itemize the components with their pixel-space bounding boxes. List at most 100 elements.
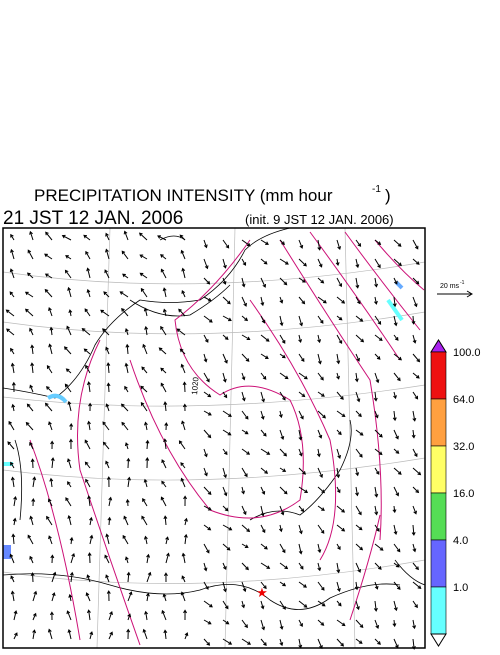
wind-arrow <box>279 543 286 554</box>
wind-arrow <box>45 231 53 241</box>
wind-arrow <box>180 249 186 260</box>
wind-arrow <box>86 609 91 621</box>
wind-arrow <box>374 524 380 532</box>
wind-arrow <box>203 581 209 590</box>
wind-arrow <box>140 287 148 298</box>
wind-arrow <box>48 307 53 317</box>
wind-arrow <box>102 421 110 431</box>
wind-arrow <box>260 410 265 420</box>
wind-arrow <box>222 239 230 249</box>
wind-arrow <box>260 315 266 324</box>
wind-arrow <box>105 403 110 412</box>
wind-arrow <box>336 600 342 607</box>
wind-arrow <box>374 562 382 570</box>
wind-arrow <box>411 524 416 536</box>
wind-arrow <box>260 581 267 590</box>
wind-arrow <box>24 308 34 317</box>
wind-arrow <box>176 328 186 336</box>
wind-arrow <box>83 348 91 355</box>
wind-arrow <box>120 403 129 412</box>
wind-arrow <box>69 571 74 583</box>
wind-arrow <box>298 486 309 493</box>
wind-arrow <box>107 516 112 526</box>
wind-arrow <box>86 267 91 279</box>
wind-arrow <box>260 296 265 307</box>
wind-arrow <box>161 459 167 469</box>
wind-arrow <box>182 403 187 412</box>
colorbar-label: 4.0 <box>453 535 468 547</box>
wind-arrow <box>144 421 148 431</box>
wind-arrow <box>241 467 248 478</box>
precip-patch <box>46 393 68 404</box>
wind-arrow <box>163 438 168 450</box>
wind-arrow <box>298 581 307 588</box>
wind-arrow <box>183 495 188 507</box>
wind-arrow <box>260 258 268 265</box>
wind-arrow <box>124 362 129 374</box>
wind-arrow <box>164 422 169 431</box>
wind-arrow <box>123 515 129 526</box>
wind-arrow <box>298 334 303 344</box>
wind-arrow <box>279 296 284 304</box>
wind-arrow <box>317 334 322 344</box>
wind-arrow <box>393 315 398 327</box>
vector-legend-exponent: -1 <box>460 280 465 286</box>
wind-arrow <box>374 543 384 551</box>
wind-arrow <box>393 562 400 568</box>
wind-arrow <box>317 258 323 268</box>
wind-arrow <box>260 239 269 245</box>
wind-arrow <box>203 505 212 511</box>
wind-arrow <box>122 273 129 279</box>
init-time: (init. 9 JST 12 JAN. 2006) <box>245 212 394 227</box>
wind-arrow <box>393 372 401 382</box>
wind-arrow <box>241 562 249 571</box>
precip-patch <box>386 298 404 322</box>
wind-arrow <box>317 239 322 251</box>
wind-arrow <box>160 254 167 260</box>
wind-arrow <box>85 478 91 488</box>
wind-arrow <box>50 440 55 450</box>
wind-arrow <box>260 486 266 495</box>
wind-arrow <box>100 309 110 317</box>
title-close: ) <box>385 186 391 205</box>
wind-arrow <box>279 505 285 516</box>
wind-arrow <box>44 402 53 412</box>
wind-arrow <box>355 600 360 611</box>
wind-arrow <box>298 258 307 267</box>
wind-arrow <box>411 429 416 439</box>
wind-arrow <box>241 581 247 593</box>
wind-arrow <box>181 289 186 298</box>
wind-arrow <box>11 381 16 393</box>
wind-arrow <box>106 382 111 393</box>
wind-arrow <box>412 372 420 379</box>
wind-arrow <box>392 410 397 422</box>
wind-arrow <box>298 505 305 513</box>
wind-arrow <box>241 277 246 288</box>
wind-arrow <box>222 505 229 512</box>
wind-arrow <box>298 467 306 475</box>
wind-arrow <box>29 441 34 450</box>
wind-arrow <box>373 600 378 612</box>
wind-arrow <box>412 505 417 515</box>
wind-arrow <box>203 429 212 439</box>
wind-arrow <box>355 239 362 247</box>
wind-arrow <box>317 581 325 591</box>
wind-arrow <box>317 524 325 534</box>
wind-arrow <box>44 288 53 298</box>
wind-arrow <box>50 457 55 469</box>
wind-arrow <box>355 391 361 403</box>
wind-arrow <box>336 277 343 288</box>
wind-arrow <box>279 581 287 587</box>
wind-arrow <box>222 562 227 571</box>
wind-arrow <box>158 347 167 355</box>
wind-arrow <box>374 277 379 288</box>
wind-arrow <box>89 516 93 526</box>
wind-arrow <box>106 590 111 602</box>
wind-arrow <box>241 429 249 435</box>
wind-arrow <box>63 346 72 355</box>
wind-arrow <box>89 534 94 545</box>
wind-arrow <box>49 326 54 336</box>
wind-arrow <box>393 486 400 497</box>
wind-arrow <box>336 524 346 532</box>
wind-arrow <box>412 619 417 630</box>
